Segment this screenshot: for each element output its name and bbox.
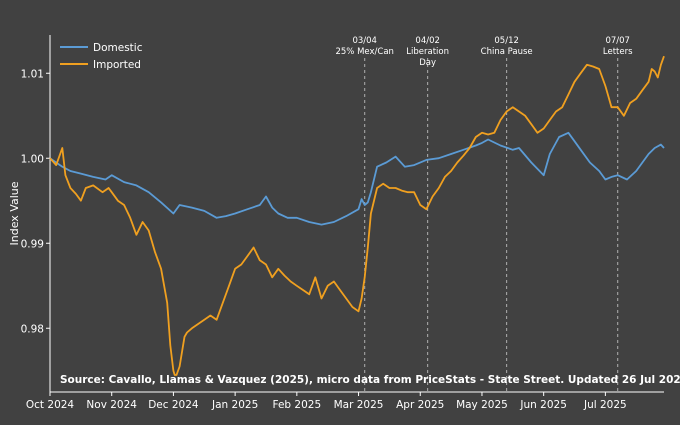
legend-label: Imported <box>93 59 141 71</box>
x-tick-label: Jan 2025 <box>211 399 258 411</box>
y-axis-title: Index Value <box>8 181 21 245</box>
event-label: 07/07 <box>605 36 630 46</box>
event-label: China Pause <box>481 47 533 57</box>
y-tick-label: 1.01 <box>21 68 44 80</box>
x-tick-label: Mar 2025 <box>334 399 384 411</box>
event-label: Letters <box>603 47 633 57</box>
source-note: Source: Cavallo, Llamas & Vazquez (2025)… <box>60 374 680 386</box>
event-label: Day <box>419 58 436 68</box>
event-label: 03/04 <box>352 36 377 46</box>
event-label: Liberation <box>406 47 449 57</box>
series-line-domestic <box>49 131 665 226</box>
event-label: 25% Mex/Can <box>335 47 393 57</box>
y-tick-label: 0.99 <box>21 238 44 250</box>
legend-label: Domestic <box>93 42 143 54</box>
event-label: 04/02 <box>415 36 440 46</box>
event-label: 05/12 <box>494 36 519 46</box>
series-lines <box>49 55 665 376</box>
x-tick-label: May 2025 <box>456 399 508 411</box>
x-tick-label: Jun 2025 <box>519 399 566 411</box>
x-tick-label: Dec 2024 <box>148 399 199 411</box>
y-tick-label: 0.98 <box>21 323 44 335</box>
x-tick-label: Jul 2025 <box>583 399 627 411</box>
x-tick-label: Oct 2024 <box>26 399 75 411</box>
y-tick-label: 1.00 <box>21 153 44 165</box>
x-tick-label: Feb 2025 <box>273 399 322 411</box>
x-tick-label: Nov 2024 <box>86 399 137 411</box>
x-tick-label: Apr 2025 <box>396 399 444 411</box>
legend: Domestic Imported <box>60 42 143 71</box>
series-line-imported <box>49 55 665 376</box>
axes: 0.98 0.99 1.00 1.01 Oct 2024 Nov 2024 Dec 2024… <box>8 35 664 411</box>
